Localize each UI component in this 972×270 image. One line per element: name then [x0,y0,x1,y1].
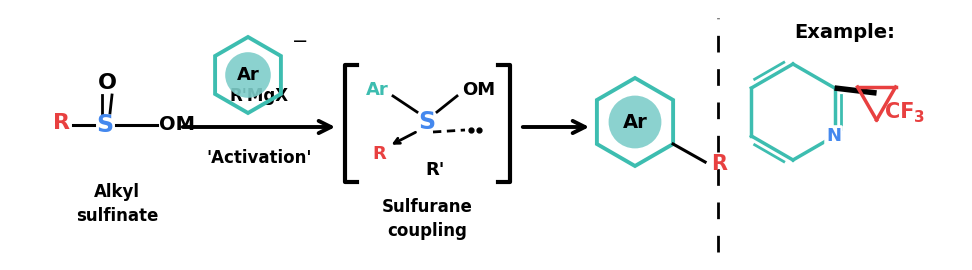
Text: Ar: Ar [623,113,647,131]
Text: CF: CF [885,102,914,122]
Text: R: R [712,154,727,174]
Text: Ar: Ar [365,81,389,99]
Text: S: S [96,113,114,137]
Text: Ar: Ar [236,66,260,84]
Text: OM: OM [463,81,496,99]
Text: R: R [52,113,70,133]
Text: R': R' [426,161,444,179]
Text: 3: 3 [914,110,924,124]
Text: Example:: Example: [794,22,895,42]
Text: S: S [418,110,435,134]
Text: Sulfurane
coupling: Sulfurane coupling [382,198,472,239]
Text: Alkyl
sulfinate: Alkyl sulfinate [76,183,158,225]
Text: OM: OM [159,116,195,134]
Text: N: N [826,127,841,145]
Text: R: R [372,145,386,163]
Text: −: − [292,32,308,50]
Circle shape [226,52,271,98]
Text: O: O [97,73,117,93]
Text: 'Activation': 'Activation' [206,149,312,167]
Circle shape [608,96,661,148]
Text: R'MgX: R'MgX [229,87,289,105]
